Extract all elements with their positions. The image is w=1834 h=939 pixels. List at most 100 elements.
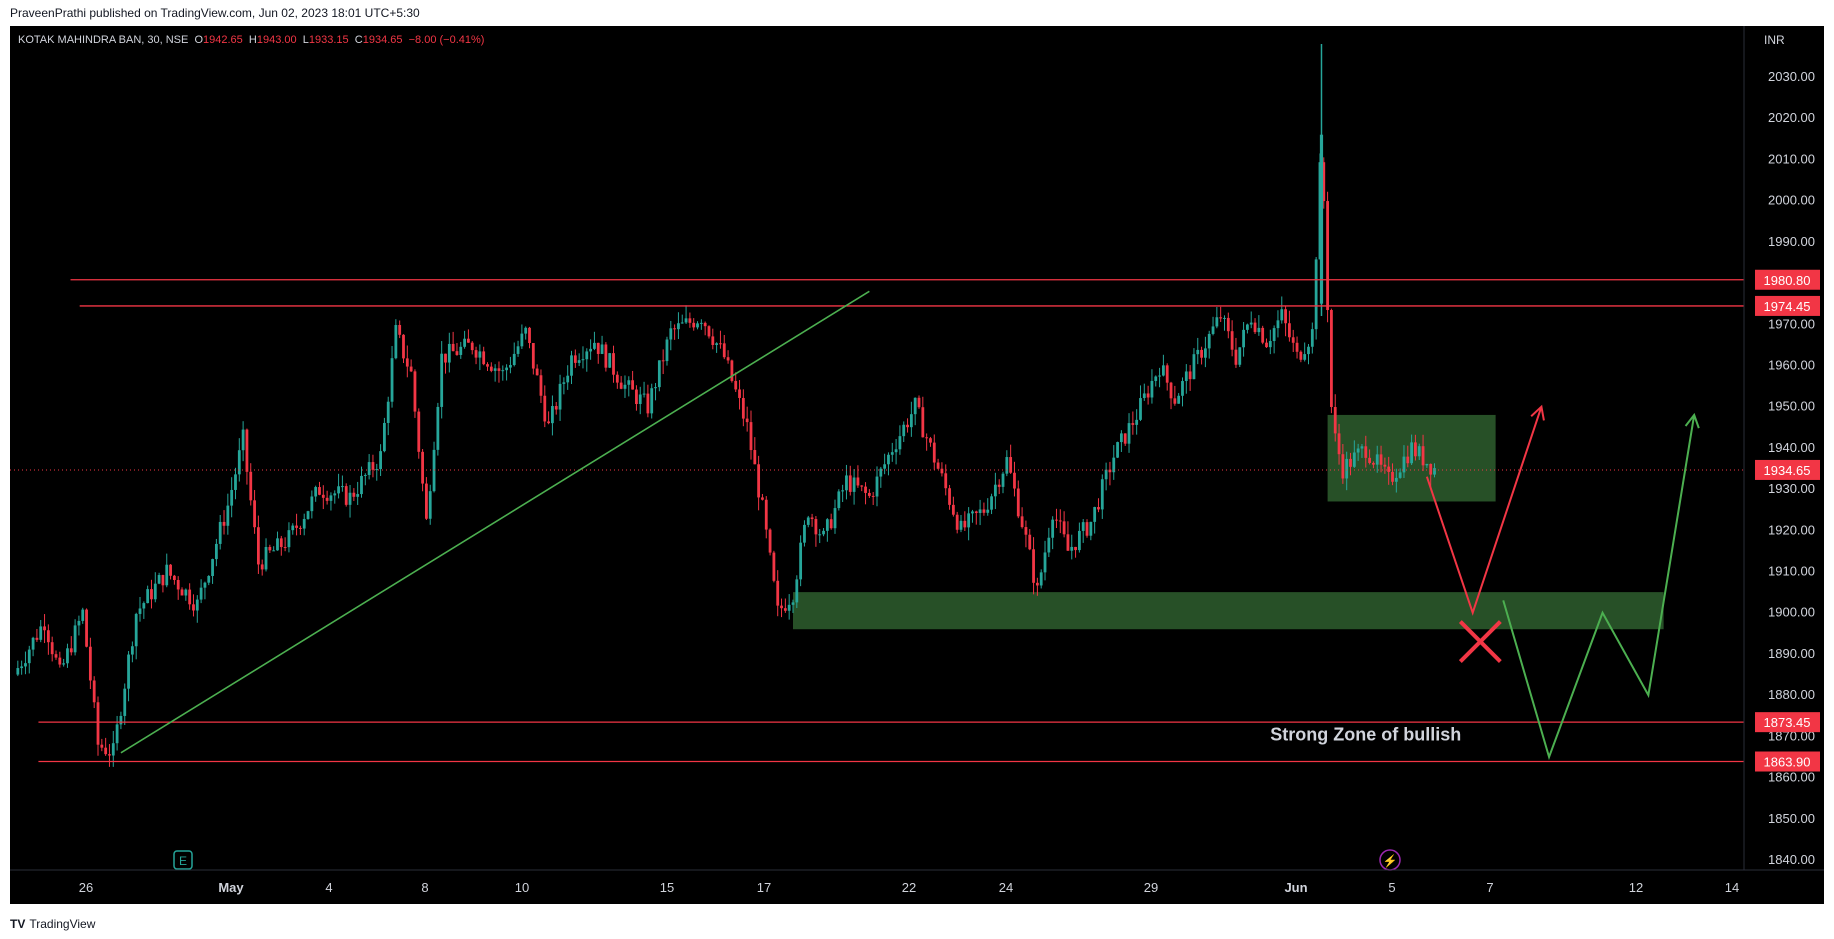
candle-body	[1234, 349, 1238, 365]
candle-body	[890, 452, 894, 455]
candle-body	[1341, 454, 1345, 479]
candle-body	[741, 397, 745, 419]
candle-body	[1429, 463, 1433, 475]
time-tick-label: 14	[1725, 880, 1739, 895]
candle-body	[46, 630, 50, 643]
candle-body	[780, 605, 783, 609]
candle-body	[1375, 454, 1379, 465]
candle-body	[138, 608, 142, 614]
candle-body	[1089, 521, 1093, 536]
candle-body	[818, 534, 822, 536]
candle-body	[528, 327, 531, 344]
candle-body	[867, 492, 871, 496]
candle-body	[199, 587, 203, 600]
change-value: −8.00 (−0.41%)	[408, 34, 485, 46]
candle-body	[367, 462, 371, 475]
price-tick-label: 2010.00	[1768, 151, 1815, 166]
candle-body	[543, 395, 547, 422]
candle-body	[104, 747, 108, 755]
candle-body	[1203, 348, 1207, 358]
trendline	[120, 290, 870, 754]
price-badge	[1755, 295, 1820, 316]
candle-body	[92, 680, 96, 703]
candle-body	[860, 485, 864, 487]
symbol-legend: KOTAK MAHINDRA BAN, 30, NSE O1942.65 H19…	[18, 34, 484, 46]
candle-body	[696, 323, 699, 328]
candle-body	[688, 318, 692, 323]
price-tick-label: 1840.00	[1768, 852, 1815, 867]
candle-body	[799, 542, 803, 580]
candle-body	[730, 360, 734, 381]
candle-body	[512, 353, 516, 366]
candle-body	[256, 527, 260, 565]
time-tick-label: Jun	[1284, 880, 1307, 895]
price-badge-label: 1980.80	[1764, 273, 1811, 288]
candle-body	[1425, 463, 1429, 466]
candle-body	[612, 353, 615, 375]
candle-body	[1139, 398, 1142, 420]
candle-body	[1356, 448, 1360, 453]
candle-body	[852, 477, 856, 492]
candle-body	[398, 325, 402, 335]
footer-bar: TV TradingView	[0, 910, 1834, 939]
zones-layer	[792, 414, 1664, 630]
candle-body	[1100, 479, 1104, 510]
tradingview-logo-icon: TV	[10, 917, 26, 931]
candle-body	[1009, 457, 1013, 473]
candle-body	[1379, 454, 1383, 465]
candle-body	[356, 494, 360, 497]
candle-body	[825, 519, 829, 531]
candle-body	[635, 389, 638, 405]
candle-body	[1238, 347, 1242, 365]
candle-body	[1081, 522, 1085, 531]
candle-body	[390, 358, 394, 402]
candle-body	[237, 450, 241, 475]
candle-body	[111, 743, 115, 756]
candle-body	[703, 322, 707, 327]
candle-body	[1066, 534, 1070, 551]
candle-body	[1337, 433, 1341, 455]
price-unit-label: INR	[1764, 33, 1785, 47]
time-tick-label: 5	[1388, 880, 1395, 895]
candle-body	[115, 724, 119, 744]
price-tick-label: 1890.00	[1768, 646, 1815, 661]
spike-body	[1319, 134, 1324, 304]
candle-body	[1135, 419, 1139, 425]
candle-body	[69, 648, 73, 653]
candle-body	[654, 387, 657, 389]
time-tick-label: 7	[1486, 880, 1493, 895]
candle-body	[337, 486, 340, 494]
candle-body	[1352, 452, 1356, 467]
candle-body	[142, 603, 146, 609]
candle-body	[249, 471, 253, 501]
candle-body	[314, 487, 318, 497]
candle-body	[161, 575, 165, 586]
candle-body	[1051, 519, 1055, 538]
candle-body	[902, 424, 906, 437]
candle-body	[925, 437, 929, 439]
candle-body	[856, 477, 860, 486]
candle-body	[642, 393, 646, 395]
candle-body	[157, 575, 161, 584]
candle-body	[1242, 329, 1245, 348]
candle-body	[451, 343, 455, 352]
candle-body	[967, 513, 971, 528]
candle-body	[909, 414, 913, 428]
candle-body	[318, 487, 321, 495]
candle-body	[1345, 458, 1349, 479]
price-badge-label: 1974.45	[1764, 299, 1811, 314]
candle-body	[1219, 317, 1223, 319]
candle-body	[627, 380, 631, 385]
candle-body	[1268, 341, 1272, 348]
candle-body	[268, 546, 272, 551]
candle-body	[1295, 342, 1299, 352]
candle-body	[340, 486, 344, 488]
candle-body	[192, 604, 195, 611]
candle-body	[77, 620, 81, 626]
candle-body	[35, 637, 39, 640]
candle-body	[894, 449, 898, 453]
candle-body	[1146, 393, 1150, 398]
candle-body	[848, 475, 852, 492]
price-badge	[1755, 712, 1820, 733]
